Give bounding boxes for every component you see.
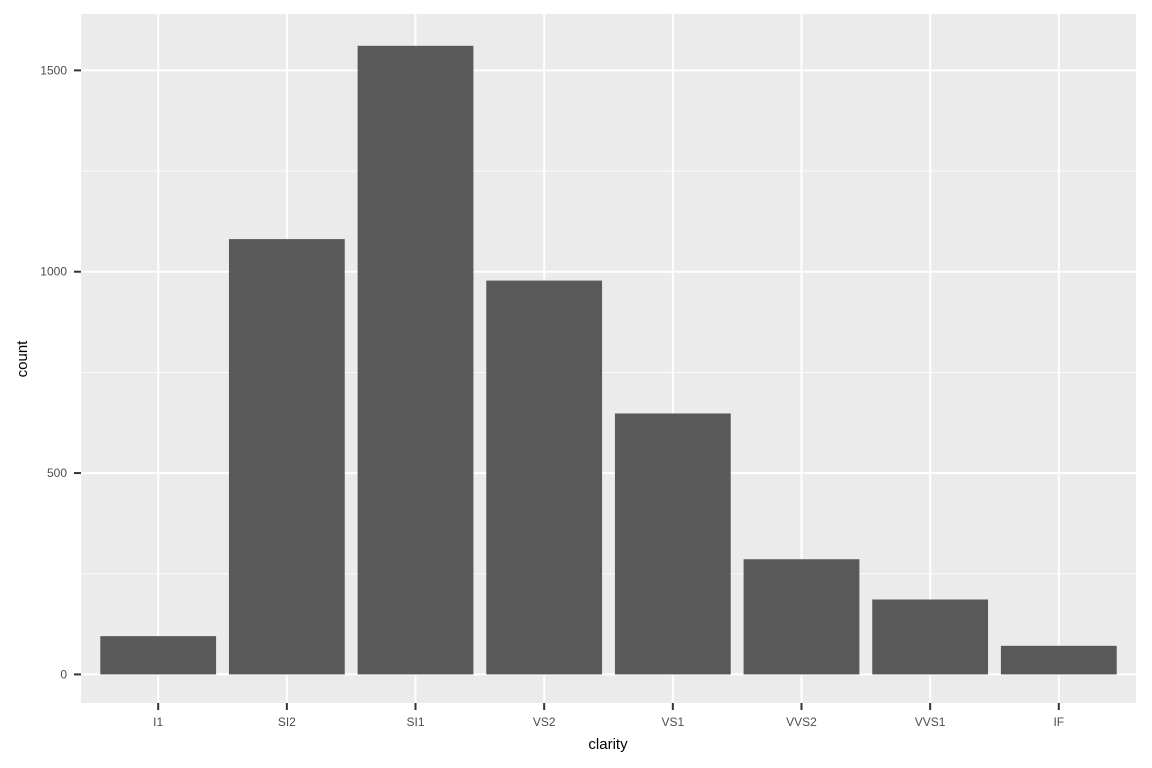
x-tick-label: SI2 [278,715,296,729]
x-tick-label: I1 [153,715,163,729]
bar-i1 [100,636,217,675]
x-tick-label: VVS2 [786,715,817,729]
y-tick-label: 1000 [40,265,67,279]
x-tick-label: VS2 [533,715,556,729]
x-tick-label: IF [1053,715,1064,729]
bar-vvs2 [743,559,860,675]
y-tick-label: 500 [47,466,67,480]
bar-si2 [228,239,345,675]
y-axis-title: count [14,340,31,378]
bars [100,45,1117,675]
x-axis: I1 SI2 SI1 VS2 VS1 VVS2 VVS1 IF [153,703,1064,729]
bar-vs1 [614,413,731,675]
x-tick-label: VVS1 [915,715,946,729]
y-tick-label: 1500 [40,63,67,77]
x-tick-label: VS1 [661,715,684,729]
y-tick-label: 0 [60,667,67,681]
x-axis-title: clarity [588,736,628,753]
y-axis: 0 500 1000 1500 [40,63,81,681]
bar-si1 [357,45,474,675]
bar-if [1000,645,1117,675]
x-tick-label: SI1 [407,715,425,729]
bar-vvs1 [872,599,989,675]
bar-vs2 [486,280,603,675]
